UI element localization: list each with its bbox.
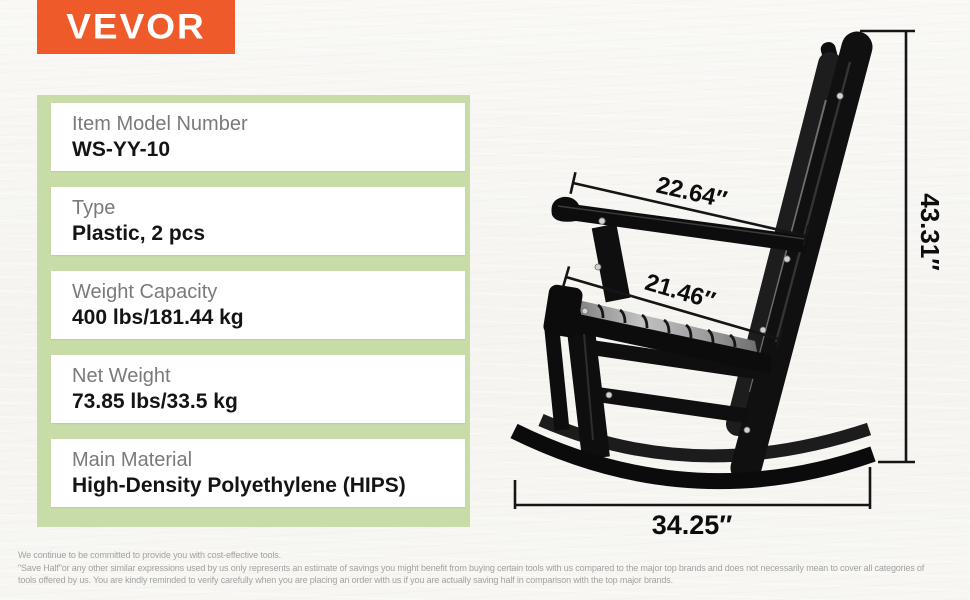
dim-overall-height: 43.31″ <box>860 29 945 464</box>
spec-label: Main Material <box>72 449 193 471</box>
seat-slat-gaps <box>597 303 737 348</box>
spec-value: High-Density Polyethylene (HIPS) <box>72 474 406 498</box>
spec-value: WS-YY-10 <box>72 138 171 162</box>
spec-panel: Item Model Number WS-YY-10 Type Plastic,… <box>37 95 470 527</box>
stretcher-lower <box>578 384 750 424</box>
dim-tick <box>774 328 784 350</box>
disclaimer-line: We continue to be committed to provide y… <box>18 550 281 560</box>
screw <box>743 426 751 434</box>
screws <box>581 92 844 434</box>
dim-armrest-length-text: 22.64″ <box>654 172 730 214</box>
seat-front-corner <box>543 284 583 338</box>
screw <box>783 255 791 263</box>
armrest <box>551 196 808 253</box>
dim-base-length: 34.25″ <box>513 467 872 540</box>
spec-value: 73.85 lbs/33.5 kg <box>72 390 238 414</box>
screw <box>836 92 844 100</box>
disclaimer-footer: We continue to be committed to provide y… <box>18 549 968 587</box>
front-leg-far <box>544 329 570 431</box>
screw <box>605 391 613 399</box>
screw <box>598 217 606 225</box>
front-leg-grain-streak <box>582 321 594 441</box>
arm-post <box>591 223 631 303</box>
dim-tick <box>569 171 577 195</box>
disclaimer-line: "Save Half"or any other similar expressi… <box>18 562 925 573</box>
spec-value: 400 lbs/181.44 kg <box>72 306 244 330</box>
dim-seat-depth-text: 21.46″ <box>642 269 719 315</box>
stretcher-upper <box>586 339 760 380</box>
dim-line <box>572 181 807 238</box>
spec-card-weight-capacity: Weight Capacity 400 lbs/181.44 kg <box>51 271 465 339</box>
armrest-highlight <box>557 205 806 240</box>
spec-value: Plastic, 2 pcs <box>72 222 206 246</box>
screw <box>581 307 589 315</box>
dim-tick <box>802 224 810 248</box>
screw <box>594 263 602 271</box>
spec-card-type: Type Plastic, 2 pcs <box>51 187 465 255</box>
spec-card-net-weight: Net Weight 73.85 lbs/33.5 kg <box>51 355 465 423</box>
spec-label: Net Weight <box>72 365 171 387</box>
spec-label: Item Model Number <box>72 113 248 135</box>
vevor-logo-text: VEVOR <box>66 6 206 47</box>
back-post-grain-streak <box>774 61 852 343</box>
spec-card-model: Item Model Number WS-YY-10 <box>51 103 465 171</box>
dim-base-length-text: 34.25″ <box>652 510 733 540</box>
back-post <box>730 31 873 484</box>
chair-drawing <box>510 31 876 490</box>
rocking-chair-diagram: 22.64″ 21.46″ 43.31″ 34.25″ <box>510 29 945 540</box>
vevor-logo: VEVOR <box>37 0 235 54</box>
dim-line <box>565 275 780 341</box>
seat-frame <box>574 313 771 374</box>
screw <box>759 326 767 334</box>
spec-card-material: Main Material High-Density Polyethylene … <box>51 439 465 507</box>
disclaimer-line: tools offered by us. You are kindly remi… <box>18 575 673 585</box>
spec-label: Type <box>72 197 116 219</box>
dim-tick <box>561 266 571 288</box>
dim-overall-height-text: 43.31″ <box>915 193 945 271</box>
rocker-rail-near <box>510 423 876 490</box>
spec-label: Weight Capacity <box>72 281 218 303</box>
